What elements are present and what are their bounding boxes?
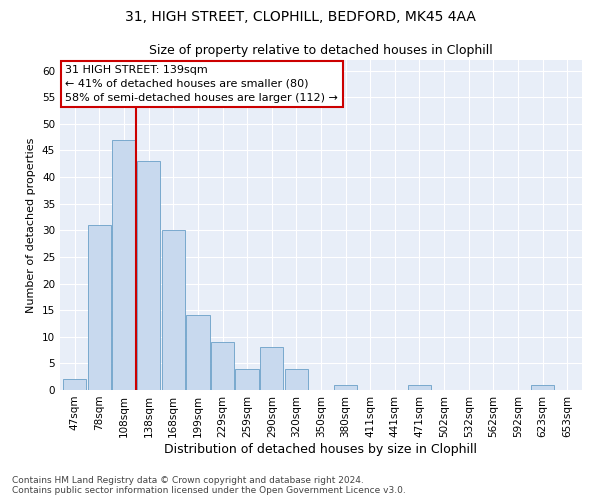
Title: Size of property relative to detached houses in Clophill: Size of property relative to detached ho…	[149, 44, 493, 58]
Y-axis label: Number of detached properties: Number of detached properties	[26, 138, 37, 312]
Bar	[63, 380, 86, 390]
X-axis label: Distribution of detached houses by size in Clophill: Distribution of detached houses by size …	[164, 442, 478, 456]
Bar	[88, 225, 111, 390]
Bar	[137, 161, 160, 390]
Bar	[186, 316, 209, 390]
Text: Contains HM Land Registry data © Crown copyright and database right 2024.
Contai: Contains HM Land Registry data © Crown c…	[12, 476, 406, 495]
Bar	[408, 384, 431, 390]
Bar	[260, 348, 283, 390]
Bar	[161, 230, 185, 390]
Bar	[284, 368, 308, 390]
Bar	[531, 384, 554, 390]
Bar	[211, 342, 234, 390]
Bar	[235, 368, 259, 390]
Text: 31 HIGH STREET: 139sqm
← 41% of detached houses are smaller (80)
58% of semi-det: 31 HIGH STREET: 139sqm ← 41% of detached…	[65, 65, 338, 103]
Bar	[112, 140, 136, 390]
Bar	[334, 384, 358, 390]
Text: 31, HIGH STREET, CLOPHILL, BEDFORD, MK45 4AA: 31, HIGH STREET, CLOPHILL, BEDFORD, MK45…	[125, 10, 475, 24]
